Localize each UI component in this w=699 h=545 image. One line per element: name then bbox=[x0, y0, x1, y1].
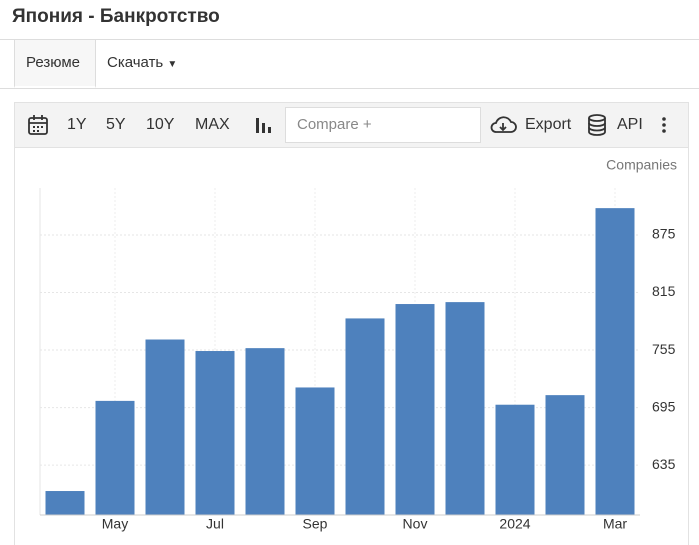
calendar-icon[interactable] bbox=[27, 114, 49, 136]
bar bbox=[445, 302, 485, 515]
y-tick-label: 755 bbox=[652, 341, 676, 357]
bar bbox=[145, 339, 185, 515]
bar bbox=[595, 208, 635, 516]
page-title: Япония - Банкротство bbox=[12, 6, 220, 27]
toolbar: 1Y 5Y 10Y MAX Compare + Export API bbox=[14, 102, 689, 148]
x-tick-label: Mar bbox=[603, 516, 627, 532]
y-tick-label: 635 bbox=[652, 456, 676, 472]
x-tick-label: Jul bbox=[206, 516, 224, 532]
y-tick-label: 875 bbox=[652, 226, 676, 242]
y-tick-label: 815 bbox=[652, 283, 676, 299]
divider bbox=[0, 39, 699, 40]
compare-input[interactable]: Compare + bbox=[285, 107, 481, 143]
bar bbox=[295, 387, 335, 515]
bar bbox=[245, 348, 285, 515]
bar bbox=[95, 400, 135, 515]
tab[interactable]: Скачать ▼ bbox=[96, 40, 206, 88]
bar bbox=[495, 404, 535, 515]
api-button[interactable]: API bbox=[617, 116, 643, 133]
tab-bar: Резюме Скачать ▼ bbox=[0, 40, 699, 89]
range-button[interactable]: 1Y bbox=[67, 116, 87, 133]
range-button[interactable]: MAX bbox=[195, 116, 230, 133]
tab-label: Скачать bbox=[107, 54, 164, 71]
y-axis-unit: Companies bbox=[606, 157, 677, 173]
bar bbox=[345, 318, 385, 515]
bar bbox=[195, 351, 235, 515]
download-icon[interactable] bbox=[488, 114, 518, 136]
x-tick-label: May bbox=[102, 516, 128, 532]
y-tick-label: 695 bbox=[652, 398, 676, 414]
export-button[interactable]: Export bbox=[525, 116, 572, 133]
tab[interactable]: Резюме bbox=[14, 40, 96, 88]
x-tick-label: 2024 bbox=[499, 516, 530, 532]
range-button[interactable]: 10Y bbox=[146, 116, 175, 133]
range-button[interactable]: 5Y bbox=[106, 116, 126, 133]
database-icon[interactable] bbox=[586, 113, 608, 137]
dropdown-caret: ▼ bbox=[167, 59, 178, 70]
chart: Companies 635 695 755 815 875 May Jul Sep Nov 202… bbox=[39, 157, 677, 532]
chart-panel bbox=[14, 148, 689, 545]
chart-type-icon[interactable] bbox=[253, 115, 273, 135]
x-tick-label: Nov bbox=[403, 516, 428, 532]
bar bbox=[545, 395, 585, 515]
x-tick-label: Sep bbox=[303, 516, 328, 532]
bar bbox=[45, 491, 85, 515]
bar bbox=[395, 304, 435, 515]
more-icon[interactable] bbox=[659, 115, 669, 135]
